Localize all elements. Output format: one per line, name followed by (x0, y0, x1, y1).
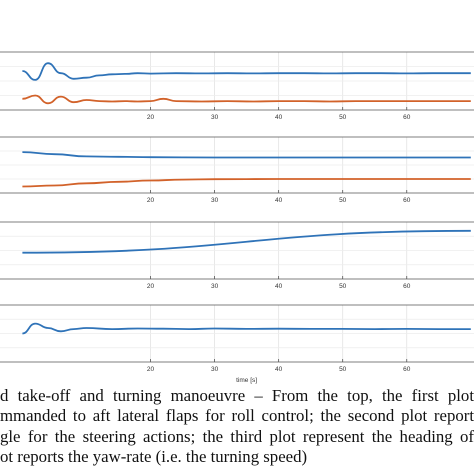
tick-label: 60 (403, 283, 411, 290)
series-line-2 (22, 94, 471, 105)
tick-label: 50 (339, 114, 347, 121)
series-line-2 (22, 178, 471, 188)
series-line-1 (22, 62, 471, 81)
caption-line-3: gle for the steering actions; the third … (0, 426, 474, 446)
caption-line-2: mmanded to aft lateral flaps for roll co… (0, 406, 474, 426)
series-line-1 (22, 151, 471, 159)
tick-label: 30 (211, 114, 219, 121)
tick-label: 40 (275, 283, 283, 290)
figure-plots: 20 30 40 50 60 20 30 40 50 60 20 30 40 50 60 20 30 40 50 60… (0, 51, 474, 384)
tick-label: 50 (339, 366, 347, 373)
tick-label: 20 (147, 197, 155, 204)
caption-line-1: d take-off and turning manoeuvre – From … (0, 386, 474, 405)
tick-label: 40 (275, 197, 283, 204)
caption-line-4: ot reports the yaw-rate (i.e. the turnin… (0, 446, 308, 466)
tick-label: 30 (211, 366, 219, 373)
tick-label: 20 (147, 114, 155, 121)
tick-label: 40 (275, 114, 283, 121)
series-line-1 (22, 229, 471, 254)
tick-label: 40 (275, 366, 283, 373)
figure-caption: d take-off and turning manoeuvre – From … (0, 386, 474, 467)
tick-label: 50 (339, 197, 347, 204)
tick-label: 30 (211, 197, 219, 204)
tick-label: 60 (403, 114, 411, 121)
tick-label: 20 (147, 283, 155, 290)
series-line-1 (22, 322, 471, 335)
x-axis-label: time [s] (236, 377, 257, 384)
tick-label: 20 (147, 366, 155, 373)
tick-label: 60 (403, 197, 411, 204)
tick-label: 30 (211, 283, 219, 290)
tick-label: 60 (403, 366, 411, 373)
tick-label: 50 (339, 283, 347, 290)
